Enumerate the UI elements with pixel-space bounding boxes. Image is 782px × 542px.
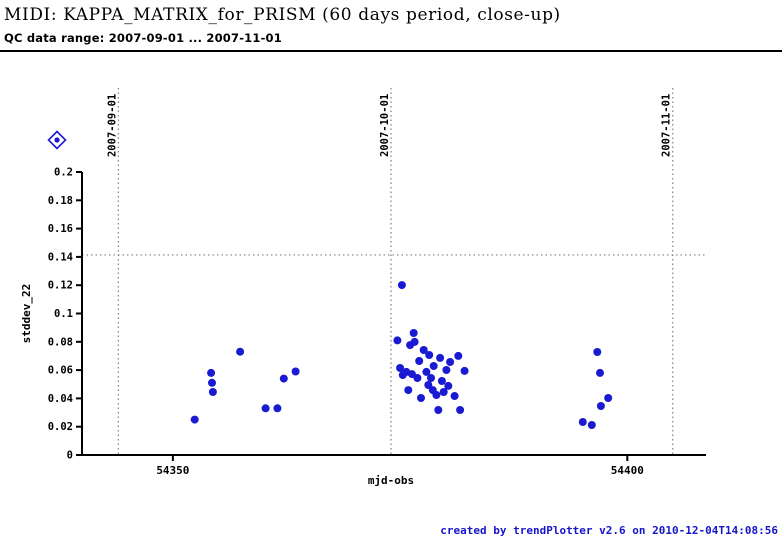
x-tick-label: 54400	[611, 464, 644, 477]
data-point	[413, 374, 422, 382]
y-tick-label: 0.2	[54, 167, 73, 179]
data-point	[596, 368, 604, 377]
data-point	[446, 358, 455, 366]
data-point	[460, 366, 469, 375]
data-point	[291, 367, 300, 376]
data-point	[429, 362, 438, 370]
data-point	[397, 281, 406, 290]
y-tick-label: 0.02	[48, 421, 73, 433]
date-gridline-label: 2007-11-01	[661, 94, 673, 157]
data-point	[596, 402, 605, 410]
data-point	[604, 394, 613, 402]
y-tick-label: 0.14	[48, 251, 73, 263]
legend-diamond-dot-icon	[54, 137, 60, 143]
y-tick-label: 0.12	[48, 280, 73, 292]
data-point	[207, 368, 216, 377]
page-title: MIDI: KAPPA_MATRIX_for_PRISM (60 days pe…	[4, 5, 561, 25]
data-point	[393, 336, 402, 345]
data-point	[419, 346, 428, 354]
data-point	[273, 404, 282, 413]
data-point	[450, 392, 459, 400]
data-point	[422, 367, 431, 376]
data-point	[417, 394, 425, 402]
y-tick-label: 0.06	[48, 365, 73, 377]
data-point	[208, 388, 217, 396]
data-point	[396, 364, 405, 372]
data-point	[437, 377, 446, 385]
data-point	[415, 357, 424, 365]
data-point	[409, 329, 418, 337]
y-tick-label: 0.1	[54, 308, 73, 320]
data-point	[587, 421, 596, 429]
data-point	[434, 406, 443, 414]
date-gridline-label: 2007-10-01	[379, 94, 391, 157]
data-point	[236, 347, 245, 356]
data-point	[593, 348, 602, 356]
x-axis-title: mjd-obs	[368, 474, 414, 487]
y-tick-label: 0.16	[48, 223, 73, 235]
y-tick-label: 0.08	[48, 336, 73, 348]
data-point	[404, 386, 413, 395]
qc-data-range-subtitle: QC data range: 2007-09-01 ... 2007-11-01	[4, 31, 282, 45]
data-point	[279, 374, 288, 383]
data-point	[190, 415, 199, 424]
data-point	[427, 374, 435, 382]
data-point	[432, 391, 441, 399]
data-point	[436, 353, 445, 362]
y-tick-label: 0	[67, 450, 73, 462]
y-axis-title: stddev_22	[20, 284, 33, 344]
date-gridline-label: 2007-09-01	[106, 94, 118, 157]
data-point	[208, 378, 216, 387]
y-tick-label: 0.18	[48, 195, 73, 207]
legend-diamond-icon	[47, 130, 67, 150]
data-point	[439, 388, 448, 396]
header-divider	[0, 50, 782, 52]
data-point	[261, 404, 270, 413]
data-point	[454, 351, 463, 360]
data-point	[442, 366, 451, 374]
data-point	[578, 418, 587, 426]
data-point	[425, 351, 434, 359]
data-point	[410, 337, 419, 346]
data-point	[444, 381, 453, 390]
scatter-plot: 2007-09-01 2007-10-01 2007-11-01 0 0.02 0.04 0…	[20, 88, 706, 487]
data-point	[456, 406, 465, 414]
x-tick-label: 54350	[156, 464, 189, 477]
credit-text: created by trendPlotter v2.6 on 2010-12-…	[440, 524, 778, 537]
y-tick-label: 0.04	[48, 393, 73, 405]
